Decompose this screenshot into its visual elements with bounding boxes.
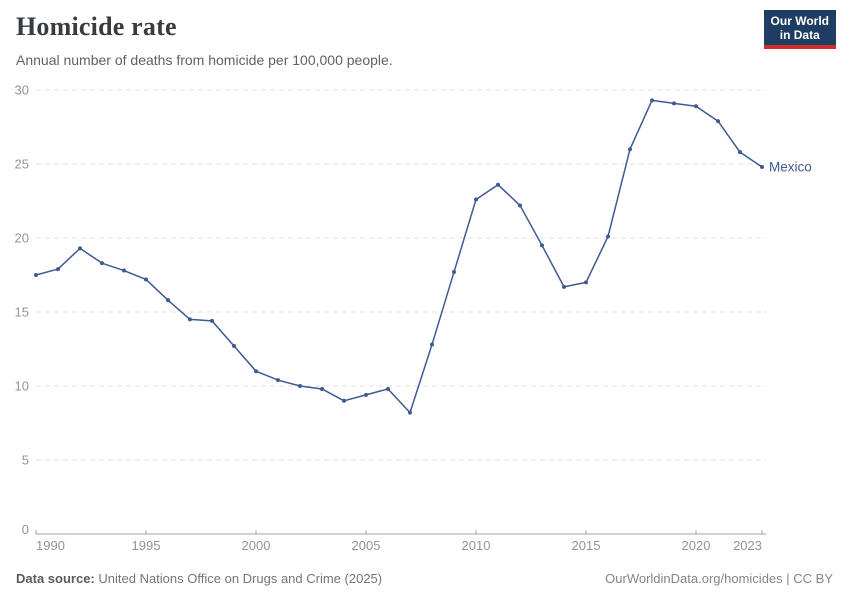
data-point-1995[interactable]	[144, 277, 148, 282]
data-point-2015[interactable]	[584, 280, 588, 285]
data-point-2012[interactable]	[518, 203, 522, 208]
data-point-2001[interactable]	[276, 378, 280, 383]
data-point-2008[interactable]	[430, 342, 434, 347]
data-point-2016[interactable]	[606, 234, 610, 239]
y-tick-label-10: 10	[15, 379, 29, 394]
data-point-2020[interactable]	[694, 104, 698, 109]
data-source-line: Data source: United Nations Office on Dr…	[16, 571, 382, 586]
data-point-1999[interactable]	[232, 344, 236, 349]
data-point-1993[interactable]	[100, 261, 104, 266]
data-point-2010[interactable]	[474, 197, 478, 202]
y-tick-label-20: 20	[15, 231, 29, 246]
data-point-2017[interactable]	[628, 147, 632, 152]
data-point-2021[interactable]	[716, 119, 720, 124]
data-point-2019[interactable]	[672, 101, 676, 106]
data-point-2011[interactable]	[496, 182, 500, 187]
data-point-2014[interactable]	[562, 284, 566, 289]
x-tick-label-2010: 2010	[462, 538, 491, 553]
x-tick-label-2000: 2000	[242, 538, 271, 553]
data-source-value: United Nations Office on Drugs and Crime…	[98, 571, 383, 586]
y-tick-label-5: 5	[22, 453, 29, 468]
y-tick-label-30: 30	[15, 83, 29, 98]
data-point-2022[interactable]	[738, 150, 742, 155]
data-point-1992[interactable]	[78, 246, 82, 251]
y-tick-label-15: 15	[15, 305, 29, 320]
data-point-2018[interactable]	[650, 98, 654, 103]
data-point-2009[interactable]	[452, 270, 456, 275]
page-subtitle: Annual number of deaths from homicide pe…	[16, 52, 393, 68]
data-point-1991[interactable]	[56, 267, 60, 272]
series-line-mexico[interactable]	[35, 99, 763, 414]
logo-line-1: Our World	[770, 14, 829, 28]
data-point-1998[interactable]	[210, 318, 214, 323]
y-tick-label-25: 25	[15, 157, 29, 172]
data-point-2007[interactable]	[408, 410, 412, 415]
page-title: Homicide rate	[16, 12, 177, 41]
data-point-1990[interactable]	[34, 273, 38, 277]
x-tick-label-2005: 2005	[352, 538, 381, 553]
data-point-1997[interactable]	[188, 317, 192, 322]
data-point-2004[interactable]	[342, 398, 346, 403]
x-tick-label-2015: 2015	[572, 538, 601, 553]
x-tick-label-1990: 1990	[36, 538, 65, 553]
owid-logo[interactable]: Our World in Data	[763, 10, 836, 49]
data-point-2000[interactable]	[254, 369, 258, 374]
y-tick-label-0: 0	[22, 522, 29, 537]
data-point-2006[interactable]	[386, 386, 390, 391]
footer: Data source: United Nations Office on Dr…	[16, 571, 833, 586]
x-tick-label-2020: 2020	[682, 538, 711, 553]
series-label-mexico[interactable]: Mexico	[769, 159, 812, 174]
x-tick-label-2023: 2023	[733, 538, 762, 553]
data-point-2003[interactable]	[320, 386, 324, 391]
x-tick-label-1995: 1995	[132, 538, 161, 553]
data-source-label: Data source:	[16, 571, 95, 586]
attribution-link[interactable]: OurWorldinData.org/homicides | CC BY	[605, 571, 833, 586]
data-point-2002[interactable]	[298, 384, 302, 388]
data-point-1996[interactable]	[166, 298, 170, 303]
data-point-2013[interactable]	[540, 243, 544, 248]
data-point-1994[interactable]	[122, 268, 126, 273]
data-point-2023[interactable]	[760, 164, 764, 169]
logo-line-2: in Data	[779, 28, 820, 42]
data-point-2005[interactable]	[364, 392, 368, 397]
